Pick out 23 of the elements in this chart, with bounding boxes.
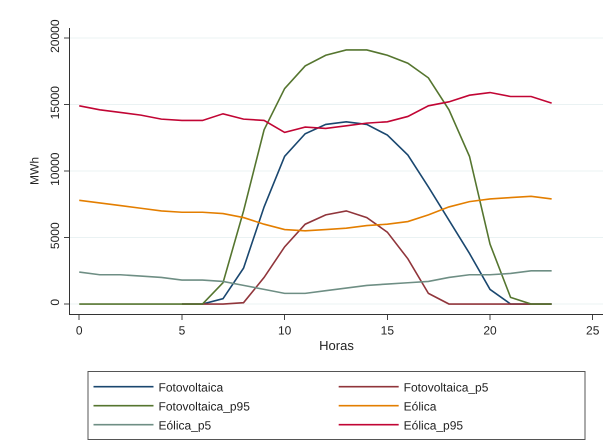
legend-label: Eólica (404, 399, 437, 414)
line-series (78, 195, 552, 232)
line-series (78, 49, 552, 305)
y-tick-label: 20000 (48, 19, 62, 53)
x-tick-label: 20 (483, 323, 498, 338)
x-tick-label: 5 (178, 323, 186, 338)
y-axis-title: MWh (28, 157, 42, 185)
x-tick-label: 15 (380, 323, 394, 338)
legend-label: Fotovoltaica_p95 (158, 399, 250, 414)
y-tick-label: 0 (48, 298, 62, 306)
line-series (78, 92, 552, 134)
legend-label: Eólica_p5 (158, 418, 212, 432)
y-tick-label: 15000 (48, 86, 62, 120)
y-tick-label: 5000 (48, 222, 62, 250)
x-tick-label: 25 (586, 323, 600, 338)
x-tick-label: 0 (76, 323, 83, 338)
x-tick-label: 10 (278, 323, 292, 338)
y-tick-label: 10000 (48, 152, 62, 186)
legend-label: Fotovoltaica (158, 380, 224, 394)
line-series (78, 270, 552, 294)
x-axis-title: Horas (319, 338, 354, 353)
legend-label: Fotovoltaica_p5 (404, 380, 489, 394)
legend-label: Eólica_p95 (404, 418, 464, 432)
